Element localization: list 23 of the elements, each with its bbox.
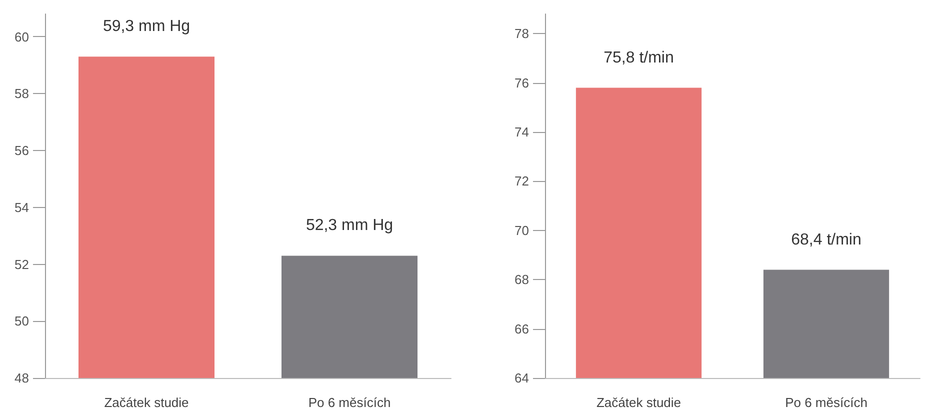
y-tick-label: 52 (14, 256, 29, 272)
data-label: 75,8 t/min (604, 49, 674, 66)
y-tick-label: 78 (514, 26, 529, 42)
y-tick-label: 64 (514, 370, 529, 386)
data-label: 52,3 mm Hg (306, 217, 394, 234)
y-tick-label: 74 (514, 124, 529, 140)
data-label: 59,3 mm Hg (102, 18, 190, 36)
x-tick-label: Začátek studie (104, 395, 189, 410)
y-tick-label: 68 (514, 272, 529, 288)
y-tick-label: 50 (14, 314, 29, 329)
y-tick-label: 56 (14, 143, 29, 158)
y-tick-label: 58 (14, 86, 29, 102)
y-tick-label: 54 (14, 200, 29, 215)
y-tick-label: 60 (14, 29, 29, 44)
y-tick-label: 76 (514, 75, 529, 90)
y-tick-label: 66 (514, 321, 529, 336)
data-label: 68,4 t/min (791, 231, 862, 248)
y-tick-label: 48 (14, 370, 29, 386)
y-tick-label: 72 (514, 174, 529, 189)
y-tick-label: 70 (514, 222, 529, 238)
x-tick-label: Po 6 měsících (785, 395, 868, 410)
x-tick-label: Začátek studie (596, 395, 682, 410)
x-tick-label: Po 6 měsících (308, 395, 391, 410)
